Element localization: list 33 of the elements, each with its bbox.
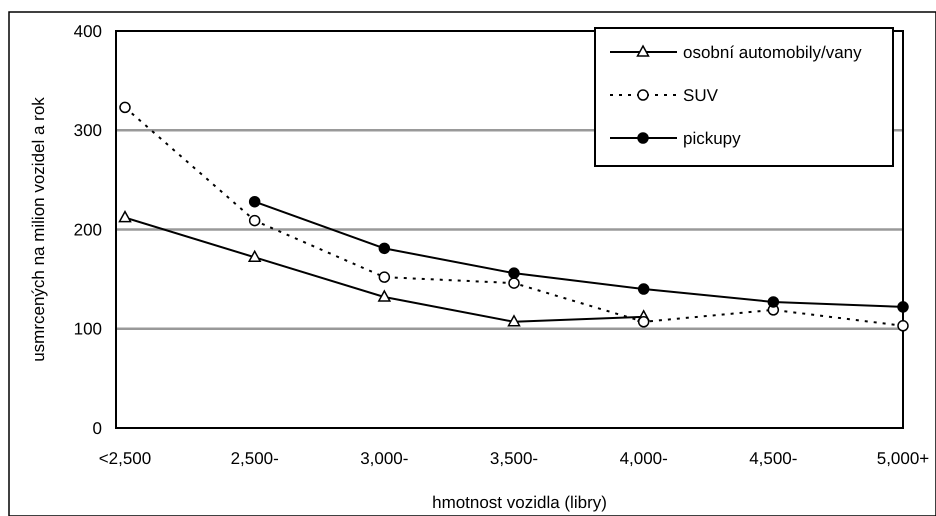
- x-axis-title: hmotnost vozidla (libry): [432, 493, 607, 512]
- x-tick-label: 3,500-: [490, 449, 538, 468]
- point: [638, 283, 650, 295]
- point: [508, 267, 520, 279]
- x-tick-label: 2,500-: [230, 449, 279, 468]
- point: [508, 315, 520, 327]
- point: [248, 250, 261, 262]
- point: [378, 290, 391, 302]
- point: [897, 320, 909, 332]
- x-tick-label: 5,000+: [876, 449, 930, 468]
- y-tick-label: 400: [74, 22, 102, 41]
- point: [378, 242, 390, 254]
- point: [248, 196, 260, 208]
- y-tick-label: 300: [74, 121, 102, 140]
- legend-label: SUV: [683, 86, 719, 105]
- point: [768, 296, 780, 308]
- point: [119, 102, 131, 114]
- x-tick-label: 4,000-: [620, 449, 668, 468]
- y-tick-label: 100: [74, 320, 102, 339]
- legend-label: pickupy: [683, 128, 742, 148]
- x-tick-label: 3,000-: [360, 449, 408, 468]
- point: [638, 316, 650, 328]
- y-tick-label: 200: [74, 220, 102, 240]
- legend-label: osobní automobily/vany: [683, 42, 862, 62]
- y-axis-title: usmrcených na milion vozidel a rok: [29, 96, 48, 362]
- point: [118, 210, 132, 222]
- point: [378, 271, 390, 283]
- point: [897, 301, 909, 313]
- point: [248, 214, 260, 226]
- x-tick-label: <2,500: [98, 449, 152, 468]
- point: [508, 277, 520, 289]
- y-tick-label: 0: [92, 418, 102, 438]
- x-tick-label: 4,500-: [749, 449, 798, 468]
